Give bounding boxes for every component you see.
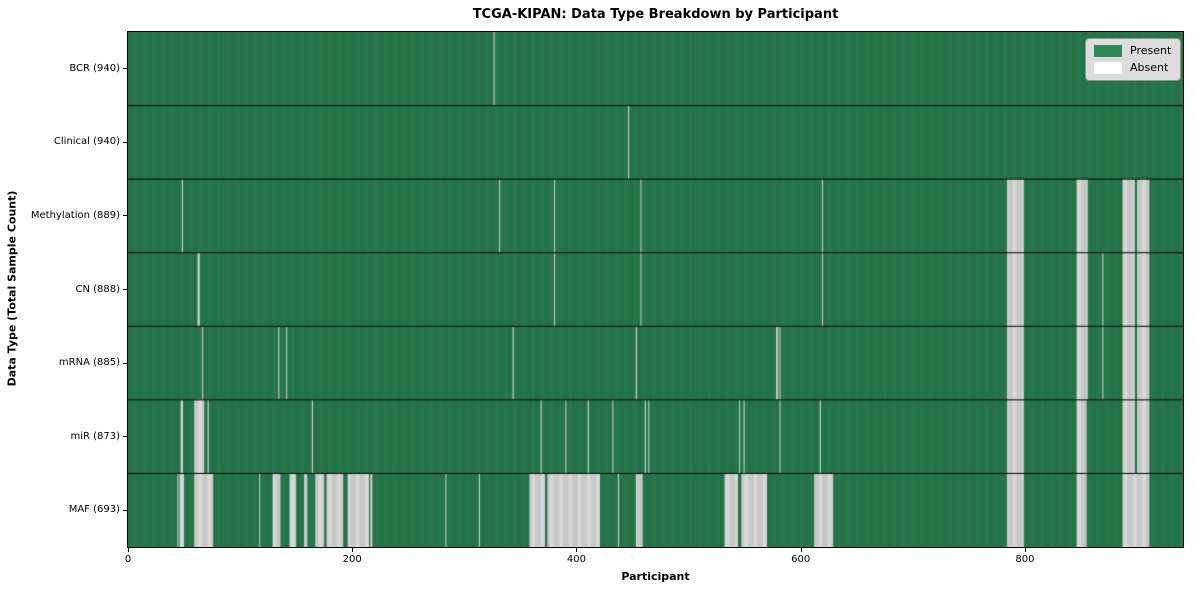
legend-absent-swatch — [1094, 62, 1122, 74]
x-tick-mark — [576, 548, 578, 552]
y-tick-mark — [123, 436, 127, 438]
y-tick-label-methylation: Methylation (889) — [30, 209, 120, 221]
chart-title: TCGA-KIPAN: Data Type Breakdown by Parti… — [472, 7, 839, 22]
x-tick-mark — [800, 548, 802, 552]
y-tick-label-mrna: mRNA (885) — [58, 357, 120, 369]
x-tick-mark — [352, 548, 354, 552]
y-tick-label-clinical: Clinical (940) — [53, 136, 120, 148]
x-axis-label: Participant — [621, 570, 690, 583]
y-tick-mark — [123, 362, 127, 364]
y-tick-label-bcr: BCR (940) — [69, 62, 120, 74]
legend-item-present: Present — [1094, 45, 1172, 57]
legend-item-absent: Absent — [1094, 62, 1172, 74]
y-tick-mark — [123, 509, 127, 511]
y-tick-mark — [123, 215, 127, 217]
heatmap-canvas — [128, 32, 1183, 547]
legend-present-swatch — [1094, 45, 1122, 57]
x-tick-label-400: 400 — [566, 554, 586, 565]
legend: Present Absent — [1085, 38, 1181, 81]
legend-present-label: Present — [1130, 44, 1172, 57]
x-tick-mark — [128, 548, 129, 552]
x-tick-mark — [1024, 548, 1026, 552]
x-tick-label-200: 200 — [342, 554, 362, 565]
y-tick-label-mir: miR (873) — [70, 430, 120, 442]
y-tick-mark — [123, 289, 127, 290]
y-tick-label-cn: CN (888) — [75, 283, 120, 295]
y-tick-mark — [123, 141, 127, 143]
y-tick-mark — [123, 68, 127, 70]
x-tick-label-600: 600 — [791, 554, 811, 565]
y-tick-label-maf: MAF (693) — [68, 504, 120, 516]
x-tick-label-800: 800 — [1015, 554, 1035, 565]
plot-area — [127, 31, 1184, 548]
legend-absent-label: Absent — [1130, 61, 1169, 74]
x-tick-label-0: 0 — [124, 554, 132, 565]
